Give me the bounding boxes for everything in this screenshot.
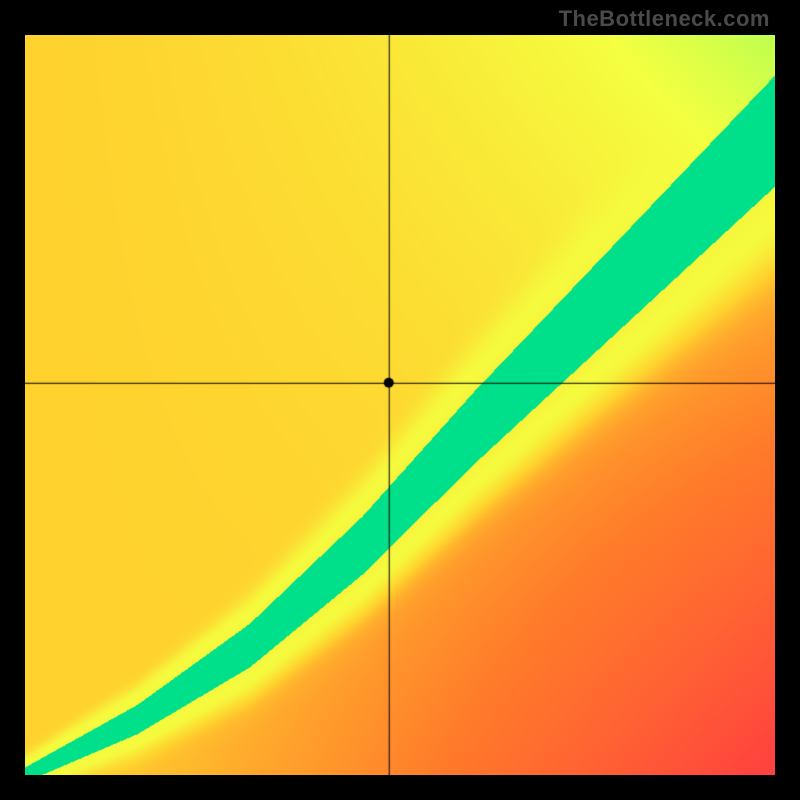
plot-area <box>25 35 775 775</box>
bottleneck-heatmap <box>25 35 775 775</box>
chart-frame: TheBottleneck.com <box>0 0 800 800</box>
watermark-text: TheBottleneck.com <box>559 6 770 32</box>
